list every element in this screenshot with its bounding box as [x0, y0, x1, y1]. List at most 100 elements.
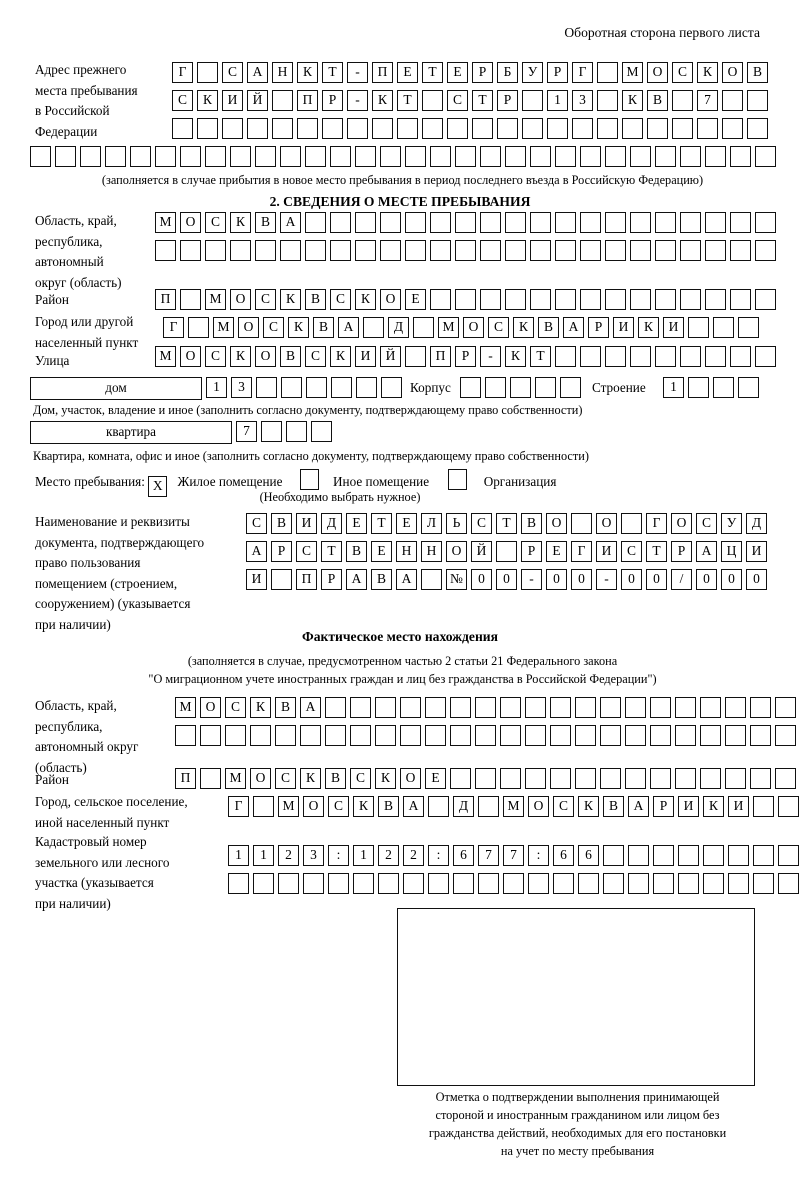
section2-region-row-1-cell-25[interactable]	[755, 212, 776, 233]
prev-address-row-1-cell-16[interactable]: Р	[547, 62, 568, 83]
confirmation-stamp-box[interactable]	[397, 908, 755, 1086]
prev-address-row-1-cell-7[interactable]: Т	[322, 62, 343, 83]
actual-region-row-2-cell-7[interactable]	[325, 725, 346, 746]
section2-region-row-1-cell-18[interactable]	[580, 212, 601, 233]
actual-district-row-cell-1[interactable]: П	[175, 768, 196, 789]
prev-address-row-4-cell-5[interactable]	[130, 146, 151, 167]
prev-address-row-3-cell-6[interactable]	[297, 118, 318, 139]
section2-district-row-cell-23[interactable]	[705, 289, 726, 310]
actual-city-row-cell-16[interactable]: В	[603, 796, 624, 817]
cadastre-row-1-cell-1[interactable]: 1	[228, 845, 249, 866]
section2-city-row-cell-16[interactable]: В	[538, 317, 559, 338]
house-cells-cell-3[interactable]	[256, 377, 277, 398]
actual-city-row-cell-1[interactable]: Г	[228, 796, 249, 817]
actual-region-row-1-cell-13[interactable]	[475, 697, 496, 718]
document-row-3-cell-18[interactable]: /	[671, 569, 692, 590]
cadastre-row-1-cell-3[interactable]: 2	[278, 845, 299, 866]
actual-region-row-2[interactable]	[175, 725, 796, 746]
actual-region-row-1-cell-7[interactable]	[325, 697, 346, 718]
prev-address-row-1-cell-12[interactable]: Е	[447, 62, 468, 83]
actual-city-row-cell-9[interactable]	[428, 796, 449, 817]
section2-city-row-cell-23[interactable]	[713, 317, 734, 338]
document-row-1-cell-12[interactable]: В	[521, 513, 542, 534]
document-row-2-cell-12[interactable]: Р	[521, 541, 542, 562]
document-row-2-cell-14[interactable]: Г	[571, 541, 592, 562]
cadastre-row-2-cell-4[interactable]	[303, 873, 324, 894]
cadastre-row-2-cell-20[interactable]	[703, 873, 724, 894]
section2-street-row-cell-10[interactable]: Й	[380, 346, 401, 367]
cadastre-row-2-cell-18[interactable]	[653, 873, 674, 894]
actual-region-row-1-cell-8[interactable]	[350, 697, 371, 718]
korpus-cells-cell-4[interactable]	[535, 377, 556, 398]
section2-region-row-1-cell-12[interactable]	[430, 212, 451, 233]
prev-address-row-2-cell-2[interactable]: К	[197, 90, 218, 111]
section2-region-row-2-cell-23[interactable]	[705, 240, 726, 261]
section2-region-row-2-cell-18[interactable]	[580, 240, 601, 261]
prev-address-row-4-cell-19[interactable]	[480, 146, 501, 167]
document-row-3[interactable]: И П Р А В А № 0 0-0 0-0 0/0 0 0	[246, 569, 767, 590]
document-row-3-cell-15[interactable]: -	[596, 569, 617, 590]
actual-region-row-1-cell-9[interactable]	[375, 697, 396, 718]
prev-address-row-1-cell-21[interactable]: С	[672, 62, 693, 83]
prev-address-row-3-cell-7[interactable]	[322, 118, 343, 139]
actual-district-row-cell-16[interactable]	[550, 768, 571, 789]
korpus-cells-cell-2[interactable]	[485, 377, 506, 398]
section2-region-row-1-cell-10[interactable]	[380, 212, 401, 233]
cadastre-row-2-cell-2[interactable]	[253, 873, 274, 894]
document-row-2-cell-4[interactable]: Т	[321, 541, 342, 562]
prev-address-row-2-cell-18[interactable]	[597, 90, 618, 111]
prev-address-row-4-cell-10[interactable]	[255, 146, 276, 167]
document-row-3-cell-17[interactable]: 0	[646, 569, 667, 590]
document-row-2-cell-19[interactable]: А	[696, 541, 717, 562]
document-row-1-cell-16[interactable]	[621, 513, 642, 534]
document-row-3-cell-6[interactable]: В	[371, 569, 392, 590]
section2-city-row-cell-17[interactable]: А	[563, 317, 584, 338]
section2-region-row-2-cell-17[interactable]	[555, 240, 576, 261]
cadastre-row-1-cell-12[interactable]: 7	[503, 845, 524, 866]
actual-region-row-2-cell-10[interactable]	[400, 725, 421, 746]
prev-address-row-3-cell-23[interactable]	[722, 118, 743, 139]
section2-city-row-cell-14[interactable]: С	[488, 317, 509, 338]
actual-district-row-cell-12[interactable]	[450, 768, 471, 789]
actual-region-row-2-cell-1[interactable]	[175, 725, 196, 746]
document-row-3-cell-21[interactable]: 0	[746, 569, 767, 590]
document-row-1-cell-8[interactable]: Л	[421, 513, 442, 534]
house-cells-cell-6[interactable]	[331, 377, 352, 398]
section2-region-row-1-cell-1[interactable]: М	[155, 212, 176, 233]
section2-district-row-cell-15[interactable]	[505, 289, 526, 310]
actual-region-row-1-cell-20[interactable]	[650, 697, 671, 718]
document-row-1-cell-11[interactable]: Т	[496, 513, 517, 534]
document-row-2-cell-18[interactable]: Р	[671, 541, 692, 562]
cadastre-row-1-cell-19[interactable]	[678, 845, 699, 866]
prev-address-row-2-cell-8[interactable]: -	[347, 90, 368, 111]
prev-address-row-2-cell-9[interactable]: К	[372, 90, 393, 111]
prev-address-row-4-cell-11[interactable]	[280, 146, 301, 167]
prev-address-row-4-cell-8[interactable]	[205, 146, 226, 167]
section2-district-row-cell-11[interactable]: Е	[405, 289, 426, 310]
document-row-2-cell-15[interactable]: И	[596, 541, 617, 562]
section2-street-row-cell-2[interactable]: О	[180, 346, 201, 367]
actual-district-row-cell-22[interactable]	[700, 768, 721, 789]
document-row-3-cell-20[interactable]: 0	[721, 569, 742, 590]
actual-city-row-cell-10[interactable]: Д	[453, 796, 474, 817]
section2-city-row-cell-4[interactable]: О	[238, 317, 259, 338]
prev-address-row-2-cell-6[interactable]: П	[297, 90, 318, 111]
document-row-3-cell-16[interactable]: 0	[621, 569, 642, 590]
stroenie-cells-cell-2[interactable]	[688, 377, 709, 398]
actual-region-row-2-cell-22[interactable]	[700, 725, 721, 746]
section2-street-row-cell-24[interactable]	[730, 346, 751, 367]
actual-region-row-2-cell-24[interactable]	[750, 725, 771, 746]
section2-street-row-cell-22[interactable]	[680, 346, 701, 367]
actual-region-row-1-cell-14[interactable]	[500, 697, 521, 718]
stroenie-cells-cell-4[interactable]	[738, 377, 759, 398]
prev-address-row-2-cell-12[interactable]: С	[447, 90, 468, 111]
prev-address-row-1-cell-3[interactable]: С	[222, 62, 243, 83]
cadastre-row-2-cell-7[interactable]	[378, 873, 399, 894]
flat-cells[interactable]: 7	[236, 421, 332, 442]
prev-address-row-3-cell-3[interactable]	[222, 118, 243, 139]
prev-address-row-4-cell-21[interactable]	[530, 146, 551, 167]
prev-address-row-4-cell-29[interactable]	[730, 146, 751, 167]
